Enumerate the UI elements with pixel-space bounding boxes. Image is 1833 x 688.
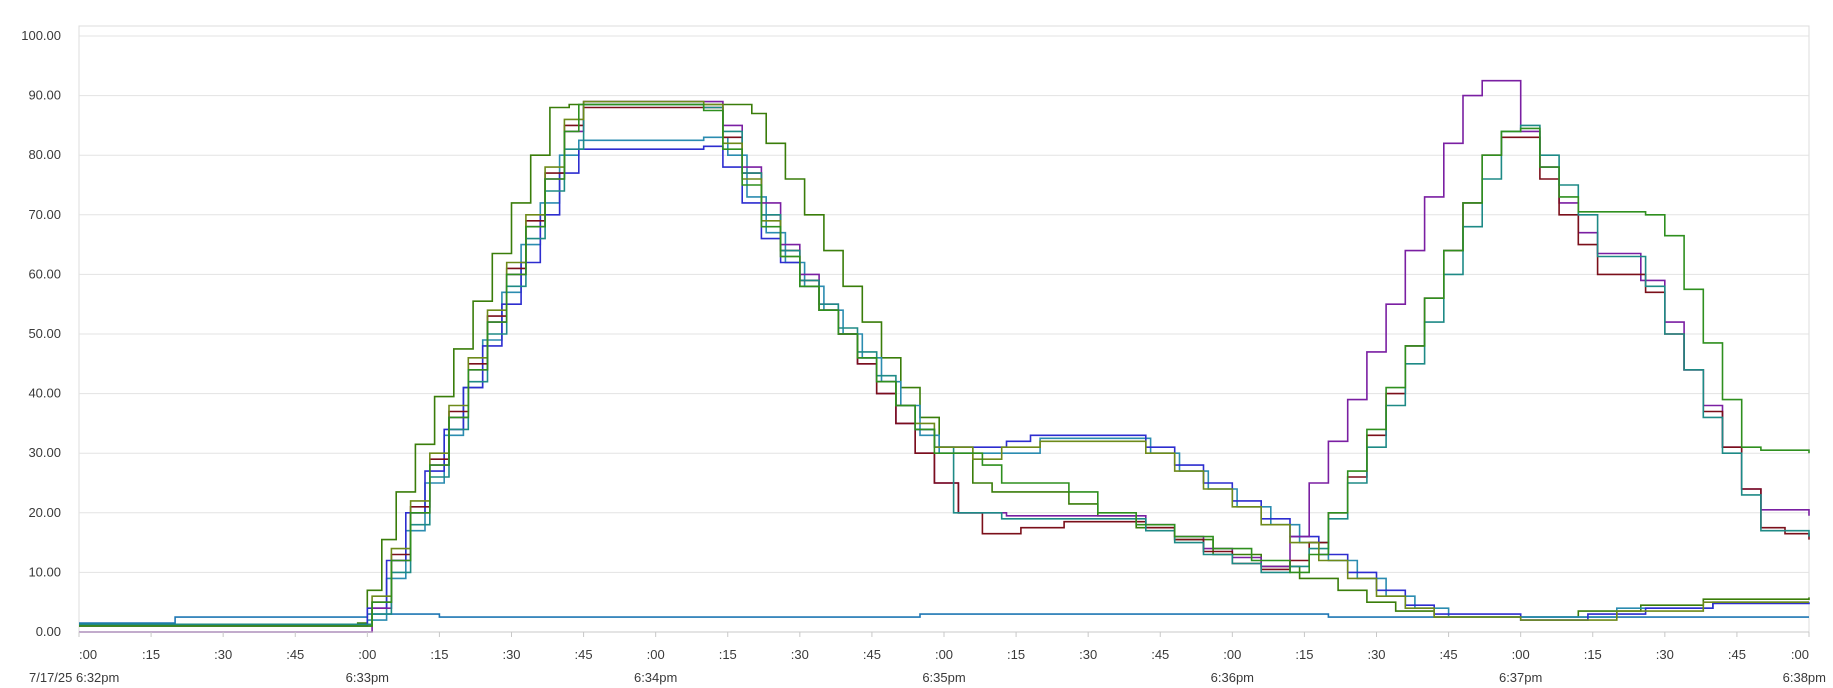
y-tick-label: 60.00 bbox=[28, 266, 61, 281]
y-tick-label: 80.00 bbox=[28, 147, 61, 162]
x-tick-label: :30 bbox=[502, 647, 520, 662]
x-tick-label: :15 bbox=[719, 647, 737, 662]
y-tick-label: 30.00 bbox=[28, 445, 61, 460]
x-tick-label: :45 bbox=[286, 647, 304, 662]
x-tick-label: :15 bbox=[142, 647, 160, 662]
x-tick-label: :00 bbox=[1512, 647, 1530, 662]
x-tick-label: :15 bbox=[1584, 647, 1602, 662]
y-tick-label: 40.00 bbox=[28, 386, 61, 401]
x-tick-label: :00 bbox=[1791, 647, 1809, 662]
x-tick-label: :45 bbox=[863, 647, 881, 662]
plot-area bbox=[78, 25, 1810, 633]
x-hour-label: 7/17/25 6:32pm bbox=[29, 670, 119, 685]
y-axis: 0.00 10.00 20.00 30.00 40.00 50.00 60.00 70.00 8… bbox=[21, 28, 61, 639]
x-tick-label: :45 bbox=[1728, 647, 1746, 662]
x-hour-label: 6:37pm bbox=[1499, 670, 1542, 685]
series-line-1 bbox=[79, 103, 1810, 626]
y-tick-label: 0.00 bbox=[36, 624, 61, 639]
x-tick-label: :30 bbox=[791, 647, 809, 662]
x-tick-label: :45 bbox=[1440, 647, 1458, 662]
x-tick-label: :30 bbox=[1656, 647, 1674, 662]
x-hour-label: 6:38pm bbox=[1783, 670, 1826, 685]
x-hour-label: 6:36pm bbox=[1211, 670, 1254, 685]
x-tick-label: :00 bbox=[79, 647, 97, 662]
x-hour-label: 6:34pm bbox=[634, 670, 677, 685]
x-tick-label: :15 bbox=[1007, 647, 1025, 662]
y-tick-label: 50.00 bbox=[28, 326, 61, 341]
x-tick-label: :15 bbox=[1295, 647, 1313, 662]
x-tick-label: :15 bbox=[430, 647, 448, 662]
x-tick-label: :45 bbox=[575, 647, 593, 662]
x-hour-label: 6:33pm bbox=[346, 670, 389, 685]
x-tick-label: :30 bbox=[1079, 647, 1097, 662]
x-tick-label: :00 bbox=[1223, 647, 1241, 662]
x-tick-label: :45 bbox=[1151, 647, 1169, 662]
x-tick-label: :00 bbox=[358, 647, 376, 662]
series-line-9 bbox=[79, 103, 1810, 627]
x-tick-label: :00 bbox=[647, 647, 665, 662]
y-tick-label: 10.00 bbox=[28, 564, 61, 579]
x-axis: :00 7/17/25 6:32pm :15 :30 :45 :00 6:33pm :15 :3… bbox=[29, 631, 1826, 685]
series-line-2 bbox=[79, 613, 1809, 624]
x-hour-label: 6:35pm bbox=[922, 670, 965, 685]
y-tick-label: 20.00 bbox=[28, 505, 61, 520]
y-tick-label: 100.00 bbox=[21, 28, 61, 43]
x-tick-label: :00 bbox=[935, 647, 953, 662]
series-line-7 bbox=[79, 103, 1810, 626]
series-lines bbox=[79, 79, 1810, 633]
y-tick-label: 70.00 bbox=[28, 207, 61, 222]
y-tick-label: 90.00 bbox=[28, 88, 61, 103]
x-tick-label: :30 bbox=[1367, 647, 1385, 662]
x-tick-label: :30 bbox=[214, 647, 232, 662]
